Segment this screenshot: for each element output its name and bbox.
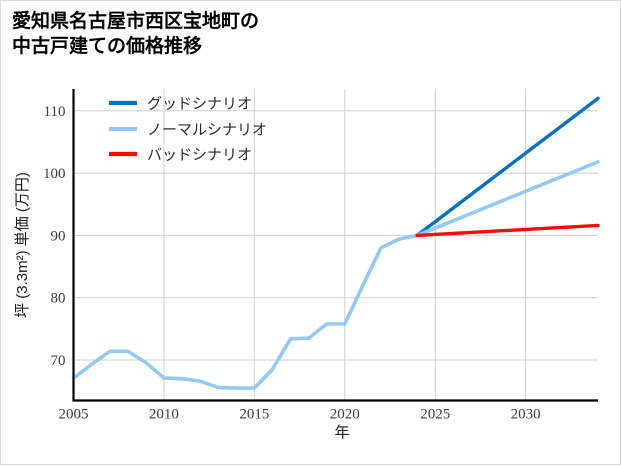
series-line-bad [415, 223, 600, 238]
x-tick-label: 2005 [59, 407, 89, 423]
legend-label-normal: ノーマルシナリオ [147, 123, 267, 139]
y-tick-label: 70 [51, 353, 66, 369]
y-axis-title: 坪 (3.3m²) 単価 (万円) [14, 172, 31, 318]
chart-title-line-1: 愛知県名古屋市西区宝地町の [12, 11, 260, 32]
y-tick-label: 90 [51, 228, 66, 244]
axis-group [72, 89, 598, 402]
legend-label-bad: バッドシナリオ [147, 148, 252, 164]
x-axis-title: 年 [334, 424, 349, 441]
series-line-normal [71, 160, 600, 390]
series-group [71, 96, 600, 390]
y-tick-label: 100 [43, 166, 66, 182]
legend-label-good: グッドシナリオ [147, 96, 252, 113]
y-tick-labels-group: 70 80 90 100 110 [43, 104, 66, 369]
y-tick-label: 110 [44, 104, 66, 120]
gridlines-group [73, 89, 598, 401]
y-tick-label: 80 [51, 291, 66, 307]
x-tick-label: 2025 [420, 407, 450, 423]
page-title: 愛知県名古屋市西区宝地町の 中古戸建ての価格推移 [12, 9, 612, 59]
x-tick-label: 2010 [149, 407, 179, 423]
x-tick-label: 2030 [511, 407, 541, 423]
chart-title-line-2: 中古戸建ての価格推移 [12, 36, 203, 57]
x-tick-labels-group: 2005 2010 2015 2020 2025 2030 [59, 407, 541, 423]
x-tick-label: 2015 [239, 407, 269, 423]
axis-spines [72, 89, 598, 402]
x-tick-label: 2020 [330, 407, 360, 423]
series-line-good [415, 96, 600, 238]
